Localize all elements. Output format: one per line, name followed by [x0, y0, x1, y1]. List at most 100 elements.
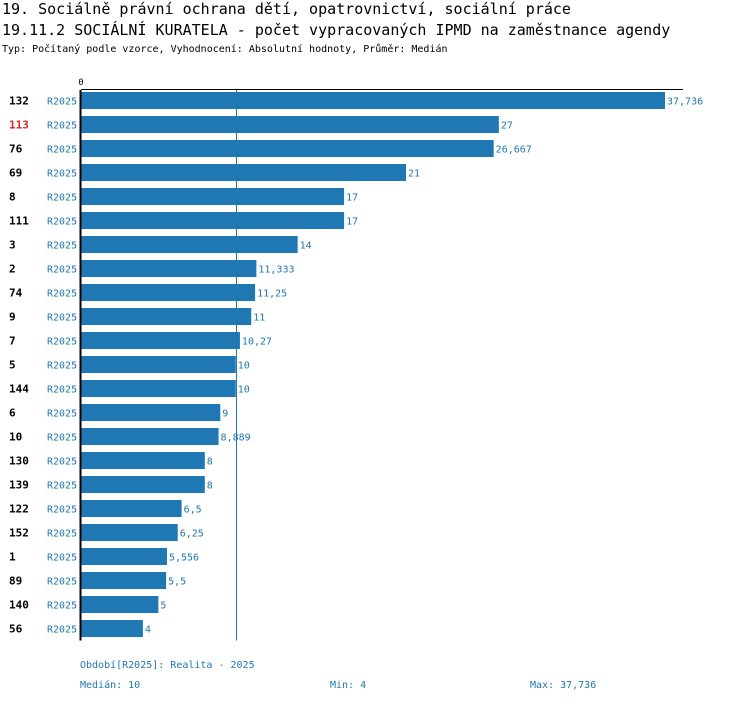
bar	[81, 356, 236, 373]
series-label: R2025	[47, 457, 77, 468]
bar	[81, 188, 345, 205]
category-label: 76	[9, 143, 23, 156]
series-label: R2025	[47, 97, 77, 108]
data-label: 10	[238, 385, 250, 396]
bar	[81, 452, 205, 469]
bar	[81, 212, 345, 229]
category-label: 111	[9, 215, 29, 228]
category-label: 9	[9, 311, 16, 324]
footer-period: Období[R2025]: Realita - 2025	[80, 660, 255, 671]
data-label: 11,25	[257, 289, 287, 300]
series-label: R2025	[47, 145, 77, 156]
chart-type-description: Typ: Počítaný podle vzorce, Vyhodnocení:…	[2, 44, 448, 55]
data-label: 37,736	[667, 97, 703, 108]
series-label: R2025	[47, 313, 77, 324]
series-label: R2025	[47, 193, 77, 204]
series-label: R2025	[47, 169, 77, 180]
bar	[81, 140, 494, 157]
category-label: 139	[9, 479, 29, 492]
category-label: 113	[9, 119, 29, 132]
bar	[81, 116, 499, 133]
series-label: R2025	[47, 505, 77, 516]
category-label: 1	[9, 551, 16, 564]
bar	[81, 284, 256, 301]
series-label: R2025	[47, 625, 77, 636]
bar	[81, 572, 167, 589]
bar	[81, 404, 221, 421]
series-label: R2025	[47, 289, 77, 300]
data-label: 5,5	[168, 577, 186, 588]
bar	[81, 476, 205, 493]
category-label: 5	[9, 359, 16, 372]
category-label: 69	[9, 167, 22, 180]
category-label: 56	[9, 623, 23, 636]
category-label: 144	[9, 383, 29, 396]
data-label: 11,333	[258, 265, 294, 276]
data-label: 21	[408, 169, 420, 180]
category-label: 7	[9, 335, 16, 348]
category-label: 3	[9, 239, 16, 252]
bar	[81, 380, 236, 397]
series-label: R2025	[47, 553, 77, 564]
category-label: 6	[9, 407, 16, 420]
footer-median: Medián: 10	[80, 680, 141, 691]
series-label: R2025	[47, 433, 77, 444]
series-label: R2025	[47, 241, 77, 252]
bar	[81, 332, 240, 349]
chart-subtitle-title: 19.11.2 SOCIÁLNÍ KURATELA - počet vyprac…	[2, 21, 671, 39]
series-label: R2025	[47, 529, 77, 540]
bar	[81, 620, 143, 637]
data-label: 27	[501, 121, 513, 132]
category-label: 122	[9, 503, 29, 516]
category-label: 8	[9, 191, 16, 204]
footer-min: Min: 4	[330, 680, 367, 691]
bar	[81, 500, 182, 517]
data-label: 5	[160, 601, 166, 612]
data-label: 11	[253, 313, 265, 324]
series-label: R2025	[47, 217, 77, 228]
bar	[81, 236, 298, 253]
bar	[81, 524, 178, 541]
bar	[81, 92, 665, 109]
data-label: 17	[346, 193, 358, 204]
series-label: R2025	[47, 385, 77, 396]
series-label: R2025	[47, 481, 77, 492]
series-label: R2025	[47, 601, 77, 612]
category-label: 74	[9, 287, 23, 300]
data-label: 17	[346, 217, 358, 228]
chart-title: 19. Sociálně právní ochrana dětí, opatro…	[2, 0, 571, 18]
data-label: 4	[145, 625, 151, 636]
data-label: 9	[222, 409, 228, 420]
data-label: 6,5	[184, 505, 202, 516]
bar	[81, 596, 159, 613]
bar	[81, 548, 167, 565]
category-label: 152	[9, 527, 29, 540]
bar	[81, 428, 219, 445]
category-label: 89	[9, 575, 22, 588]
data-label: 8	[207, 457, 213, 468]
series-label: R2025	[47, 121, 77, 132]
data-label: 8	[207, 481, 213, 492]
axis-zero-label: 0	[78, 78, 83, 88]
bar	[81, 164, 406, 181]
category-label: 130	[9, 455, 29, 468]
bar	[81, 308, 252, 325]
data-label: 8,889	[221, 433, 251, 444]
category-label: 140	[9, 599, 29, 612]
data-label: 10,27	[242, 337, 272, 348]
data-label: 14	[300, 241, 312, 252]
data-label: 5,556	[169, 553, 199, 564]
category-label: 10	[9, 431, 22, 444]
bar	[81, 260, 257, 277]
series-label: R2025	[47, 577, 77, 588]
data-label: 6,25	[180, 529, 204, 540]
data-label: 10	[238, 361, 250, 372]
series-label: R2025	[47, 361, 77, 372]
series-label: R2025	[47, 409, 77, 420]
footer-max: Max: 37,736	[530, 680, 597, 691]
series-label: R2025	[47, 337, 77, 348]
data-label: 26,667	[496, 145, 532, 156]
series-label: R2025	[47, 265, 77, 276]
category-label: 2	[9, 263, 16, 276]
